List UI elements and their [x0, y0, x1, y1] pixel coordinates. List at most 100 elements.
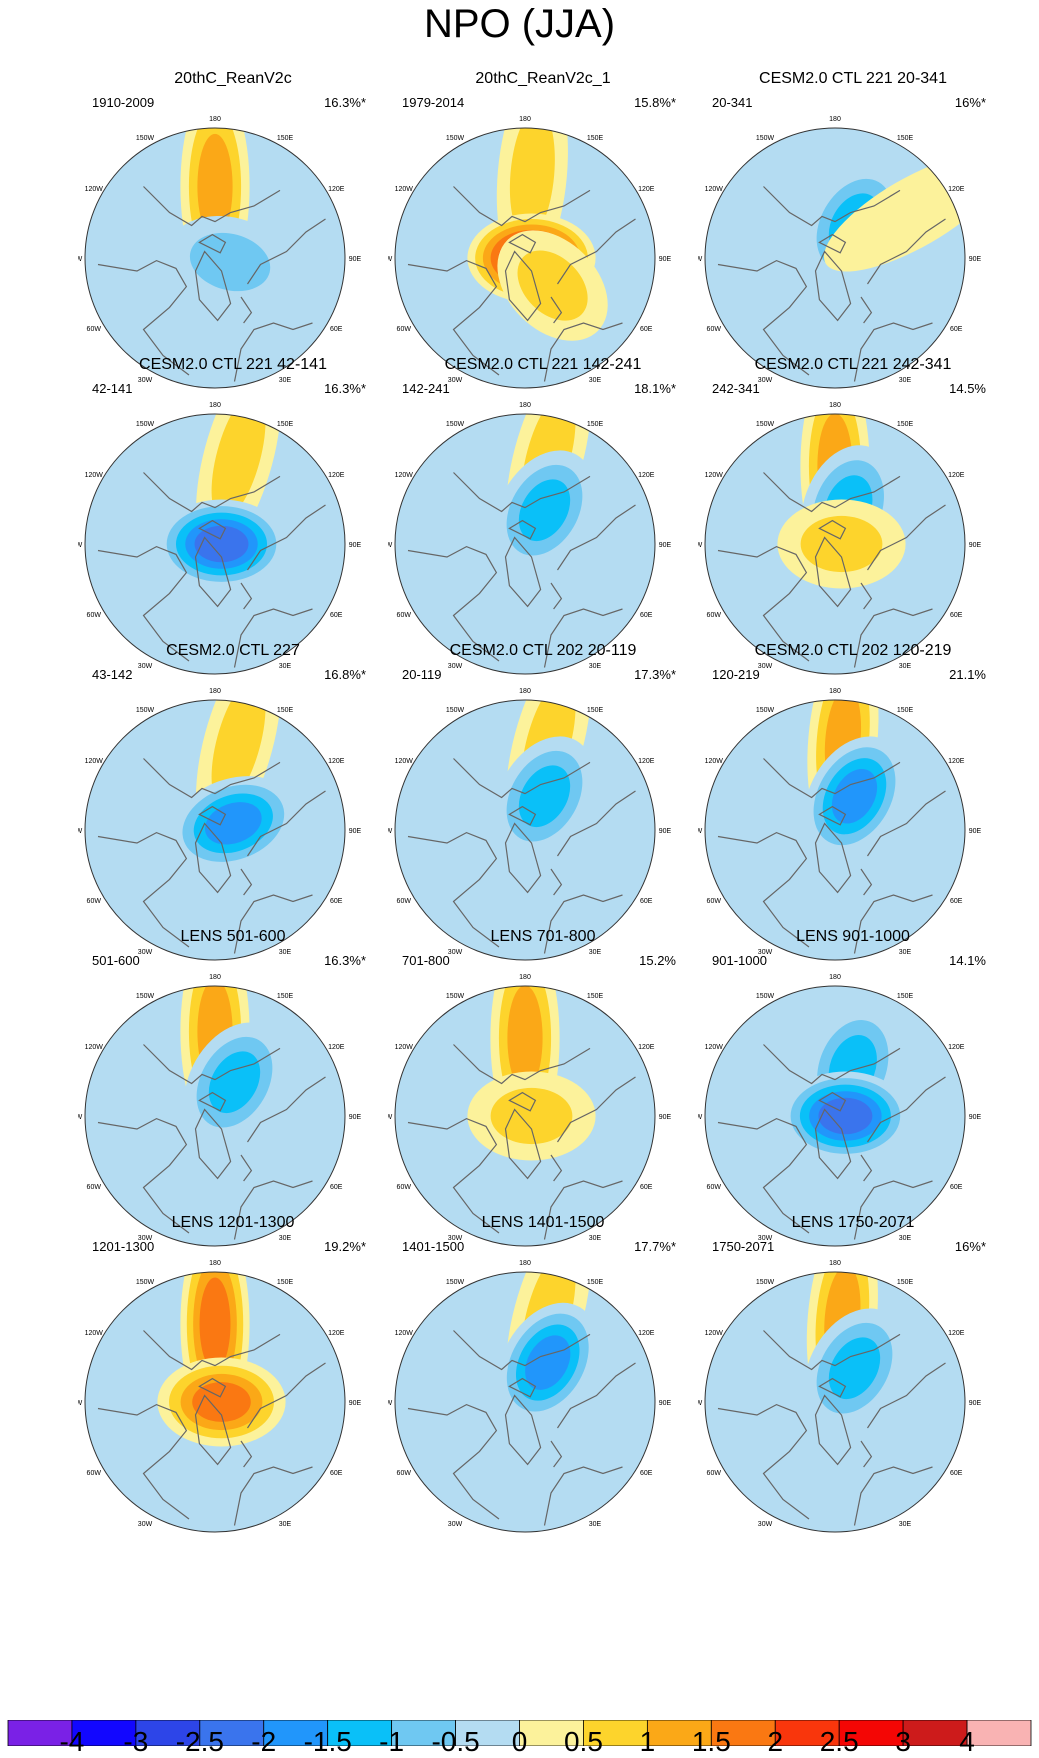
- longitude-label: 180: [829, 402, 841, 409]
- colorbar-tick-label: -3: [123, 1726, 149, 1757]
- coastline: [853, 1466, 933, 1526]
- longitude-label: 120W: [705, 472, 724, 479]
- longitude-label: 90E: [659, 1400, 672, 1407]
- longitude-label: 120E: [638, 472, 655, 479]
- longitude-label: 90E: [969, 542, 982, 549]
- panel-title: LENS 901-1000: [796, 928, 910, 945]
- panel-variance: 16.3%*: [324, 381, 366, 396]
- contour-anomaly: [211, 414, 266, 520]
- longitude-label: 120W: [395, 1044, 414, 1051]
- longitude-label: 60W: [397, 1470, 412, 1477]
- map-rim: [394, 413, 656, 675]
- longitude-label: 180: [209, 974, 221, 981]
- longitude-label: 30E: [899, 663, 912, 670]
- map-panel: CESM2.0 CTL 221 20-341 20-341 16%* 180 150E 1…: [698, 70, 1008, 390]
- contour-anomaly: [211, 700, 266, 806]
- longitude-label: 60E: [950, 1470, 963, 1477]
- coastline: [407, 831, 500, 948]
- panel-period: 42-141: [92, 381, 133, 396]
- longitude-label: 150W: [756, 707, 775, 714]
- coastline: [407, 259, 500, 376]
- longitude-label: 120E: [638, 1330, 655, 1337]
- longitude-label: 30E: [589, 1235, 602, 1242]
- coastline: [508, 519, 537, 540]
- longitude-label: 150E: [277, 707, 294, 714]
- longitude-label: 60W: [87, 612, 102, 619]
- panel-period: 501-600: [92, 953, 140, 968]
- longitude-label: 180: [209, 116, 221, 123]
- longitude-label: 60E: [640, 326, 653, 333]
- panel-title: CESM2.0 CTL 202 120-219: [754, 642, 952, 659]
- map-rim: [704, 127, 966, 389]
- longitude-label: 150E: [587, 135, 604, 142]
- panel-period: 242-341: [712, 381, 760, 396]
- coastline: [763, 1044, 901, 1085]
- longitude-label: 120W: [85, 1330, 104, 1337]
- longitude-label: 120E: [948, 758, 965, 765]
- longitude-label: 90E: [349, 1114, 362, 1121]
- longitude-label: 180: [829, 116, 841, 123]
- colorbar-tick-label: -1.5: [303, 1726, 352, 1757]
- colorbar-bin: [774, 1720, 840, 1746]
- coastline: [143, 472, 281, 513]
- longitude-label: 90W: [388, 1114, 393, 1121]
- contour-anomaly: [192, 1382, 251, 1422]
- longitude-label: 30E: [899, 377, 912, 384]
- coastline: [233, 322, 313, 382]
- panel-period: 20-341: [712, 95, 753, 110]
- panel-title: LENS 501-600: [180, 928, 286, 945]
- polar-map: 180150E120E90E60E30E030W60W90W120W150W: [78, 402, 362, 675]
- longitude-label: 90E: [659, 256, 672, 263]
- longitude-label: 30E: [589, 663, 602, 670]
- longitude-label: 150E: [277, 993, 294, 1000]
- coastline: [198, 805, 227, 826]
- coastline: [860, 296, 873, 324]
- coastline: [508, 233, 537, 254]
- longitude-label: 150E: [277, 1279, 294, 1286]
- coastline: [814, 536, 852, 608]
- coastline: [247, 790, 326, 857]
- coastline: [143, 1044, 281, 1085]
- map-rim: [704, 413, 966, 675]
- longitude-label: 120E: [638, 758, 655, 765]
- panel-variance: 16.3%*: [324, 95, 366, 110]
- coastline: [194, 250, 232, 322]
- coastline: [97, 259, 190, 376]
- coastline: [860, 868, 873, 896]
- coastline: [763, 1330, 901, 1371]
- coastline: [194, 822, 232, 894]
- coastline: [198, 233, 227, 254]
- panel-variance: 14.5%: [949, 381, 986, 396]
- longitude-label: 90E: [349, 1400, 362, 1407]
- map-rim: [84, 413, 346, 675]
- longitude-label: 120E: [328, 472, 345, 479]
- coastline: [867, 218, 946, 285]
- longitude-label: 60E: [640, 1470, 653, 1477]
- longitude-label: 120W: [85, 186, 104, 193]
- coastline: [240, 868, 253, 896]
- panel-title: CESM2.0 CTL 221 142-241: [444, 356, 642, 373]
- longitude-label: 60W: [707, 898, 722, 905]
- coastline: [97, 545, 190, 662]
- coastline: [543, 1466, 623, 1526]
- longitude-label: 60E: [950, 1184, 963, 1191]
- coastline: [240, 296, 253, 324]
- longitude-label: 150W: [136, 1279, 155, 1286]
- coastline: [557, 1362, 636, 1429]
- panel-title: CESM2.0 CTL 221 42-141: [139, 356, 327, 373]
- longitude-label: 60E: [640, 898, 653, 905]
- longitude-label: 150E: [587, 1279, 604, 1286]
- longitude-label: 60W: [87, 326, 102, 333]
- colorbar-tick-label: 1: [639, 1726, 656, 1757]
- longitude-label: 150W: [446, 421, 465, 428]
- longitude-label: 90W: [78, 1400, 83, 1407]
- coastline: [407, 1403, 500, 1520]
- coastline: [240, 582, 253, 610]
- longitude-label: 150W: [446, 135, 465, 142]
- colorbar-bin: [7, 1720, 73, 1746]
- longitude-label: 90W: [78, 828, 83, 835]
- colorbar-tick-label: 0: [511, 1726, 528, 1757]
- longitude-label: 180: [829, 1260, 841, 1267]
- longitude-label: 90W: [78, 1114, 83, 1121]
- longitude-label: 30E: [899, 1235, 912, 1242]
